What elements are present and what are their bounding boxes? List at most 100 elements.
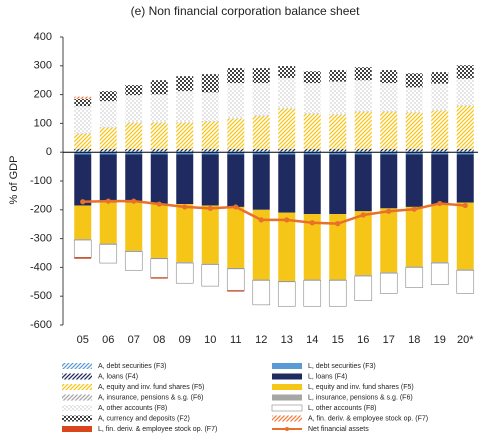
bar-segment — [380, 154, 398, 209]
bar-segment — [252, 152, 270, 155]
bar-segment — [74, 257, 92, 259]
bar-segment — [456, 269, 474, 271]
bar-segment — [328, 280, 347, 307]
bar-segment — [176, 152, 194, 155]
bar-segment — [277, 281, 296, 307]
bar-segment — [252, 279, 270, 281]
net-marker — [309, 220, 315, 226]
bar-segment — [176, 154, 194, 205]
bar-segment — [303, 279, 321, 281]
y-tick-label: -400 — [30, 261, 52, 273]
bar-segment — [74, 205, 92, 240]
bar-segment — [227, 118, 245, 119]
bar-segment — [150, 94, 168, 123]
net-marker — [360, 212, 366, 218]
legend-label: A, currency and deposits (F2) — [98, 415, 190, 422]
legend-label: A, loans (F4) — [98, 373, 138, 380]
legend-label: A, debt securities (F3) — [98, 363, 166, 370]
net-marker — [131, 198, 137, 204]
bar-segment — [329, 81, 347, 115]
x-tick-label: 12 — [255, 334, 267, 346]
bar-segment — [329, 214, 347, 280]
bar-segment — [456, 154, 474, 203]
bar-segment — [201, 121, 219, 150]
bar-segment — [354, 80, 372, 112]
legend-label: A, equity and inv. fund shares (F5) — [98, 384, 204, 391]
net-marker — [411, 206, 417, 212]
bar-segment — [380, 272, 398, 274]
bar-segment — [303, 154, 321, 215]
bar-segment — [354, 67, 372, 81]
bar-segment — [176, 204, 194, 263]
x-tick-label: 05 — [77, 334, 89, 346]
bar-segment — [252, 115, 270, 150]
bar-segment — [227, 267, 245, 269]
bar-segment — [99, 243, 117, 245]
bar-segment — [278, 149, 296, 152]
x-tick-label: 16 — [357, 334, 369, 346]
bar-segment — [278, 212, 296, 281]
bar-segment — [329, 154, 347, 215]
bar-segment — [227, 152, 245, 155]
bar-segment — [227, 290, 245, 292]
bar-segment — [405, 87, 423, 113]
bar-segment — [252, 280, 271, 306]
y-tick-label: 200 — [34, 89, 52, 101]
bar-segment — [150, 80, 168, 95]
bar-segment — [201, 263, 219, 265]
legend-label: Net financial assets — [308, 426, 369, 433]
legend-swatch — [62, 363, 92, 369]
x-tick-label: 13 — [281, 334, 293, 346]
bar-segment — [405, 112, 423, 113]
bar-segment — [74, 133, 92, 134]
bar-segment — [431, 149, 449, 152]
bar-segment — [74, 149, 92, 152]
bar-segment — [125, 202, 143, 251]
bar-segment — [456, 152, 474, 155]
bar-segment — [99, 152, 117, 155]
bar-segment — [227, 83, 245, 119]
bar-segment — [125, 85, 143, 96]
bar-segment — [303, 152, 321, 155]
bar-segment — [252, 115, 270, 116]
y-tick-label: -300 — [30, 233, 52, 245]
bar-segment — [379, 272, 398, 294]
bar-segment — [176, 149, 194, 152]
bar-segment — [303, 149, 321, 152]
bar-segment — [74, 154, 92, 206]
bar-segment — [150, 204, 168, 258]
bar-segment — [74, 106, 92, 134]
bar-segment — [201, 154, 219, 206]
bar-segment — [74, 98, 92, 107]
legend-swatch — [285, 427, 289, 431]
bar-segment — [329, 279, 347, 281]
bar-segment — [456, 269, 475, 294]
net-marker — [462, 202, 468, 209]
bar-segment — [405, 149, 423, 152]
bar-segment — [329, 114, 347, 115]
legend-label: L, loans (F4) — [308, 373, 347, 380]
x-tick-label: 09 — [179, 334, 191, 346]
bar-segment — [278, 108, 296, 109]
bar-segment — [150, 122, 168, 123]
x-tick-label: 07 — [128, 334, 140, 346]
y-tick-label: 100 — [34, 117, 52, 129]
bar-segment — [99, 127, 117, 128]
bar-segment — [431, 154, 449, 205]
bar-segment — [303, 214, 321, 280]
bar-segment — [227, 68, 245, 84]
y-tick-label: 0 — [46, 146, 52, 158]
x-tick-label: 20* — [457, 334, 474, 346]
bar-segment — [74, 133, 92, 150]
bar-segment — [354, 149, 372, 152]
bar-segment — [405, 73, 423, 88]
legend-label: A, fin. deriv. & employee stock op. (F7) — [308, 415, 428, 422]
bar-segment — [150, 149, 168, 152]
net-marker — [80, 199, 86, 205]
legend-label: A, insurance, pensions & s.g. (F6) — [98, 394, 203, 401]
bar-segment — [380, 149, 398, 152]
y-tick-label: 300 — [34, 60, 52, 72]
bar-segment — [431, 204, 449, 263]
net-marker — [233, 204, 239, 210]
